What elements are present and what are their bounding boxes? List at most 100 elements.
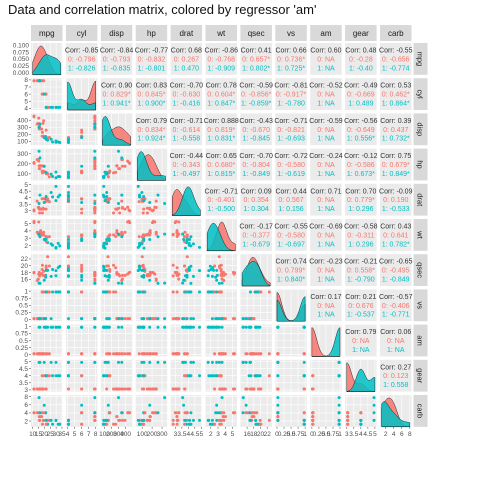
scatter-point <box>80 200 84 204</box>
x-tick-label: 20 <box>41 431 49 438</box>
scatter-point <box>66 325 70 329</box>
scatter-point <box>108 267 112 271</box>
column-strip-label: disp <box>109 29 124 38</box>
correlation-total: Corr: 0.78 <box>206 83 237 90</box>
panel-carb-vs <box>275 395 307 427</box>
scatter-point <box>171 387 175 391</box>
scatter-point <box>32 208 36 212</box>
correlation-group-0: 0: -0.586 <box>347 162 375 169</box>
panel-background <box>345 113 377 146</box>
panel-am-gear: Corr: 0.79 0: NA 1: NA <box>345 324 377 357</box>
scatter-point <box>49 137 53 141</box>
scatter-point <box>49 317 53 321</box>
scatter-point <box>107 273 111 277</box>
scatter-point <box>221 270 225 274</box>
scatter-point <box>114 422 118 426</box>
scatter-point <box>372 418 376 422</box>
scatter-point <box>54 199 58 203</box>
column-strip <box>240 25 272 41</box>
scatter-point <box>151 208 155 212</box>
correlation-group-1: 1: 0.900* <box>137 101 165 108</box>
correlation-total: Corr: -0.72 <box>274 153 308 160</box>
scatter-point <box>105 264 109 268</box>
scatter-point <box>138 422 142 426</box>
scatter-point <box>80 136 84 140</box>
panel-wt-drat <box>170 219 203 251</box>
scatter-point <box>182 235 186 239</box>
scatter-point <box>171 422 175 426</box>
scatter-point <box>58 141 62 145</box>
scatter-point <box>220 325 224 329</box>
x-tick-label: 10 <box>29 431 37 438</box>
scatter-point <box>145 233 149 237</box>
panel-background <box>380 148 412 181</box>
scatter-point <box>142 268 146 272</box>
panel-background <box>170 113 203 146</box>
scatter-point <box>210 317 214 321</box>
y-tick-label: 1 <box>24 288 28 295</box>
scatter-point <box>37 387 41 391</box>
scatter-point <box>163 232 167 236</box>
correlation-group-0: 0: 0.123 <box>383 373 408 380</box>
scatter-point <box>210 274 214 278</box>
correlation-group-1: 1: -0.835 <box>103 65 131 72</box>
y-tick-label: 8 <box>24 77 28 84</box>
scatter-point <box>93 279 97 283</box>
scatter-point <box>145 352 149 356</box>
scatter-point <box>175 415 179 419</box>
y-tick-label: 7 <box>24 84 28 91</box>
y-tick-label: 4.5 <box>19 188 28 195</box>
scatter-point <box>46 235 50 239</box>
scatter-point <box>126 205 130 209</box>
y-tick-label: 0.75 <box>15 296 28 303</box>
correlation-group-1: 1: 0.782* <box>382 241 410 248</box>
scatter-point <box>206 418 210 422</box>
scatter-point <box>311 415 315 419</box>
scatter-point <box>115 415 119 419</box>
scatter-point <box>120 193 124 197</box>
row-strip-label: wt <box>416 230 425 239</box>
scatter-point <box>206 325 210 329</box>
correlation-group-0: 0: 0.779* <box>347 197 375 204</box>
correlation-total: Corr: 0.60 <box>310 48 341 55</box>
scatter-point <box>40 134 44 138</box>
scatter-point <box>244 387 248 391</box>
scatter-point <box>66 374 70 378</box>
y-tick-label: 4 <box>24 228 28 235</box>
column-strip-label: am <box>320 29 331 38</box>
scatter-point <box>42 207 46 211</box>
panel-qsec-am: Corr: -0.23 0: NA 1: NA <box>309 254 343 286</box>
scatter-point <box>215 360 219 364</box>
correlation-group-0: 0: -0.311 <box>347 232 374 239</box>
correlation-group-0: 0: 0.680* <box>207 162 235 169</box>
scatter-point <box>154 199 158 203</box>
panel-background <box>100 395 133 427</box>
scatter-point <box>148 230 152 234</box>
scatter-point <box>38 211 42 215</box>
scatter-point <box>32 317 36 321</box>
row-strip <box>413 219 428 251</box>
scatter-point <box>241 325 245 329</box>
scatter-point <box>206 360 210 364</box>
x-tick-label: 0 <box>310 431 314 438</box>
panel-qsec-gear: Corr: -0.21 0: 0.558* 1: -0.790 <box>344 254 378 286</box>
correlation-group-0: 0: -0.856* <box>241 92 272 99</box>
correlation-group-0: 0: -0.670 <box>242 127 270 134</box>
scatter-point <box>37 360 41 364</box>
scatter-point <box>93 116 97 120</box>
scatter-point <box>42 360 46 364</box>
scatter-point <box>143 411 147 415</box>
scatter-point <box>93 360 97 364</box>
panel-background <box>275 183 307 216</box>
panel-background <box>170 148 203 181</box>
correlation-group-1: 1: -0.849 <box>382 277 410 284</box>
correlation-group-1: 1: 0.847* <box>207 101 235 108</box>
scatter-point <box>44 325 48 329</box>
scatter-point <box>267 418 271 422</box>
panel-disp-mpg <box>31 113 63 146</box>
scatter-point <box>232 387 236 391</box>
panel-background <box>380 324 412 357</box>
correlation-group-0: 0: NA <box>317 303 335 310</box>
panel-qsec-wt <box>205 254 237 286</box>
correlation-group-0: 0: 0.190 <box>383 197 408 204</box>
